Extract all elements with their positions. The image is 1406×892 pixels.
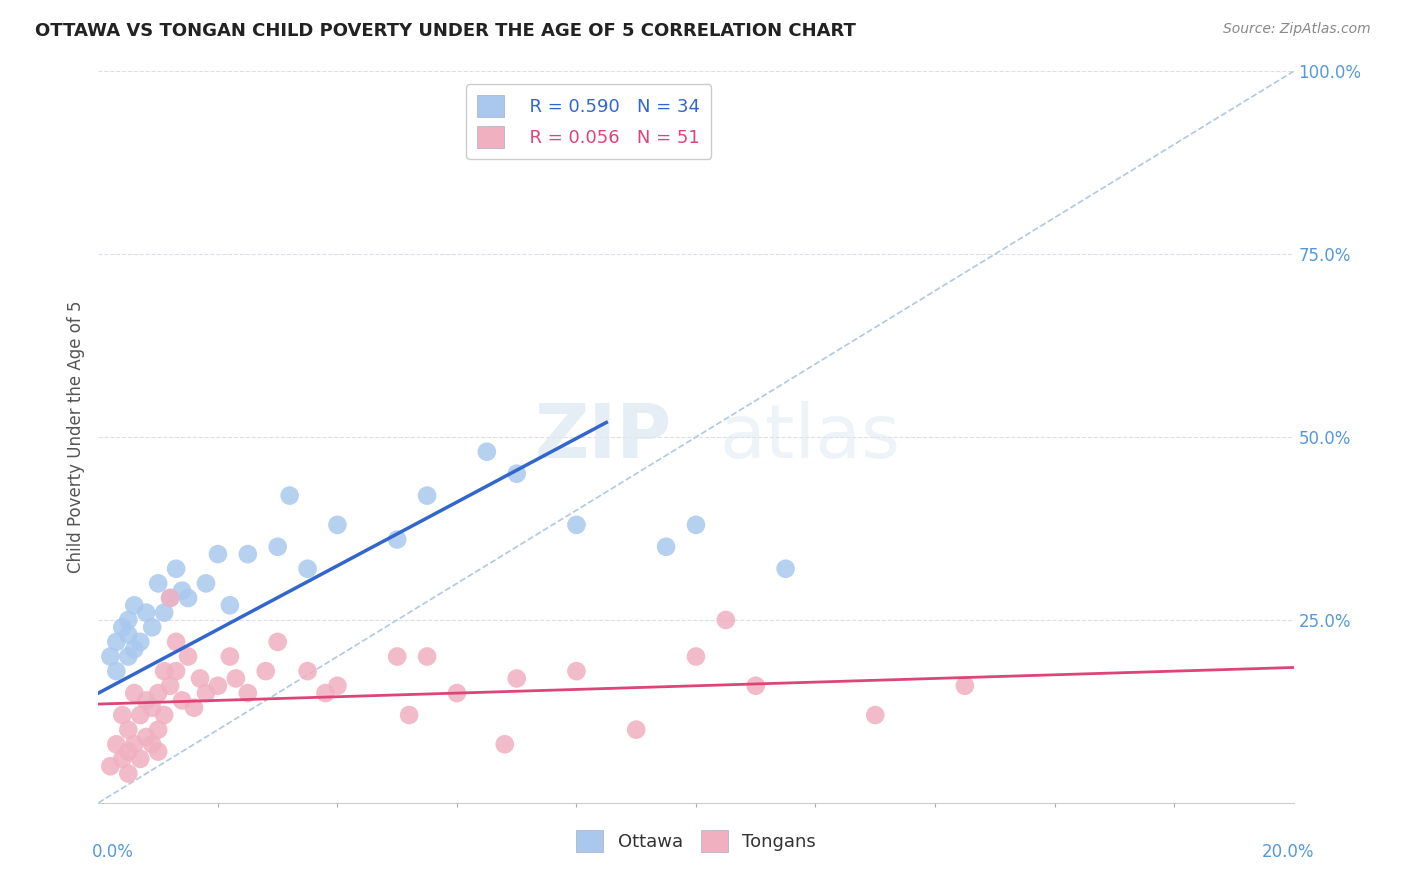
Point	[135, 693, 157, 707]
Text: 0.0%: 0.0%	[91, 843, 134, 861]
Point	[165, 635, 187, 649]
Point	[159, 591, 181, 605]
Point	[165, 664, 187, 678]
Point	[172, 693, 194, 707]
Point	[506, 672, 529, 686]
Point	[267, 540, 290, 554]
Point	[315, 686, 337, 700]
Point	[105, 664, 128, 678]
Point	[172, 583, 194, 598]
Point	[278, 489, 301, 503]
Point	[141, 737, 163, 751]
Point	[195, 686, 218, 700]
Point	[129, 635, 152, 649]
Point	[297, 562, 319, 576]
Point	[416, 489, 439, 503]
Point	[148, 723, 170, 737]
Point	[565, 517, 588, 532]
Point	[626, 723, 648, 737]
Point	[117, 766, 139, 780]
Point	[385, 649, 409, 664]
Point	[183, 700, 205, 714]
Point	[195, 576, 218, 591]
Text: ZIP: ZIP	[534, 401, 672, 474]
Point	[141, 700, 163, 714]
Point	[326, 517, 349, 532]
Point	[105, 737, 128, 751]
Point	[159, 679, 181, 693]
Point	[141, 620, 163, 634]
Point	[153, 664, 176, 678]
Point	[775, 562, 797, 576]
Point	[494, 737, 516, 751]
Point	[236, 547, 259, 561]
Point	[685, 517, 707, 532]
Point	[207, 679, 229, 693]
Point	[98, 759, 122, 773]
Point	[326, 679, 349, 693]
Point	[865, 708, 887, 723]
Legend: Ottawa, Tongans: Ottawa, Tongans	[569, 823, 823, 860]
Point	[129, 708, 152, 723]
Point	[124, 642, 146, 657]
Point	[177, 649, 200, 664]
Point	[297, 664, 319, 678]
Point	[714, 613, 737, 627]
Point	[225, 672, 247, 686]
Point	[117, 627, 139, 641]
Point	[105, 635, 128, 649]
Point	[135, 730, 157, 744]
Point	[685, 649, 707, 664]
Point	[124, 599, 146, 613]
Point	[219, 599, 242, 613]
Text: OTTAWA VS TONGAN CHILD POVERTY UNDER THE AGE OF 5 CORRELATION CHART: OTTAWA VS TONGAN CHILD POVERTY UNDER THE…	[35, 22, 856, 40]
Text: Source: ZipAtlas.com: Source: ZipAtlas.com	[1223, 22, 1371, 37]
Point	[565, 664, 588, 678]
Point	[446, 686, 468, 700]
Point	[135, 606, 157, 620]
Point	[236, 686, 259, 700]
Point	[148, 576, 170, 591]
Point	[207, 547, 229, 561]
Text: atlas: atlas	[720, 401, 901, 474]
Point	[398, 708, 420, 723]
Point	[165, 562, 187, 576]
Point	[111, 708, 134, 723]
Point	[153, 708, 176, 723]
Text: 20.0%: 20.0%	[1263, 843, 1315, 861]
Y-axis label: Child Poverty Under the Age of 5: Child Poverty Under the Age of 5	[66, 301, 84, 574]
Point	[124, 737, 146, 751]
Point	[117, 723, 139, 737]
Point	[117, 613, 139, 627]
Point	[148, 686, 170, 700]
Point	[153, 606, 176, 620]
Point	[219, 649, 242, 664]
Point	[953, 679, 976, 693]
Point	[745, 679, 768, 693]
Point	[416, 649, 439, 664]
Point	[98, 649, 122, 664]
Point	[177, 591, 200, 605]
Point	[129, 752, 152, 766]
Point	[124, 686, 146, 700]
Point	[117, 745, 139, 759]
Point	[188, 672, 211, 686]
Point	[148, 745, 170, 759]
Point	[506, 467, 529, 481]
Point	[267, 635, 290, 649]
Point	[385, 533, 409, 547]
Point	[475, 444, 498, 458]
Point	[655, 540, 678, 554]
Point	[159, 591, 181, 605]
Point	[117, 649, 139, 664]
Point	[254, 664, 277, 678]
Point	[111, 620, 134, 634]
Point	[111, 752, 134, 766]
